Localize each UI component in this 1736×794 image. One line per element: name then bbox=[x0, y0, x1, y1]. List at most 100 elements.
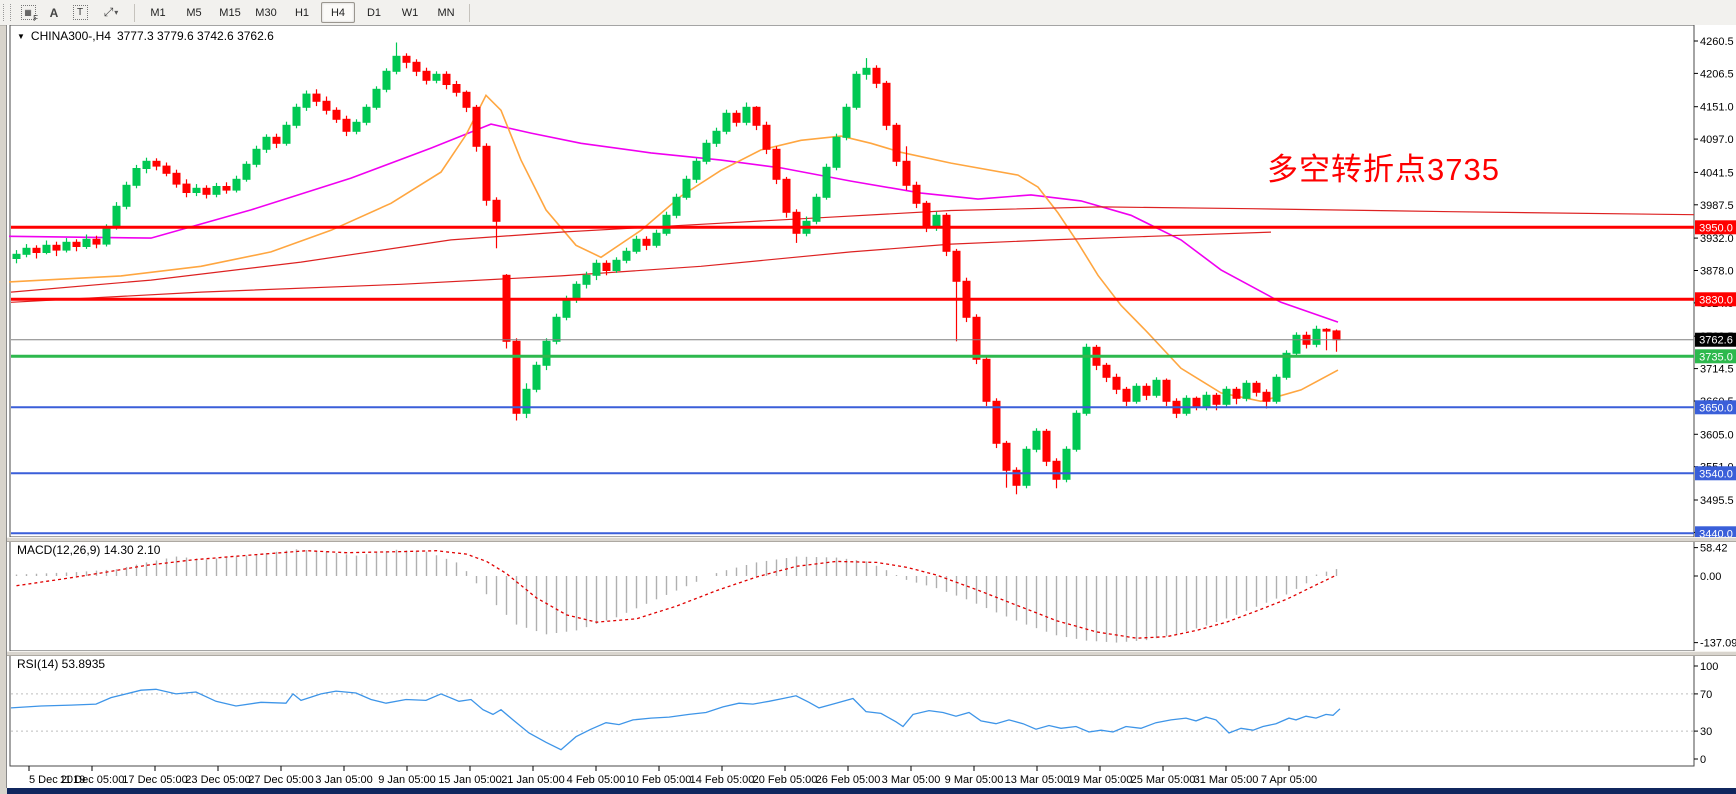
date-label[interactable]: 3 Jan 05:00 bbox=[315, 774, 373, 786]
date-label[interactable]: 26 Feb 05:00 bbox=[816, 774, 881, 786]
candle-body bbox=[792, 211, 801, 234]
date-label[interactable]: 20 Feb 05:00 bbox=[753, 774, 818, 786]
date-label[interactable]: 11 Dec 05:00 bbox=[60, 774, 125, 786]
candle-body bbox=[602, 262, 611, 271]
candle-body bbox=[942, 214, 951, 252]
price-tick-label: 4151.0 bbox=[1700, 102, 1734, 114]
pane-splitter-macd[interactable] bbox=[7, 537, 1736, 542]
candle-body bbox=[92, 238, 101, 245]
text-a-icon[interactable]: A bbox=[43, 3, 65, 23]
date-label[interactable]: 25 Mar 05:00 bbox=[1131, 774, 1196, 786]
candle-body bbox=[522, 388, 531, 414]
candle-body bbox=[722, 112, 731, 132]
date-label[interactable]: 3 Mar 05:00 bbox=[882, 774, 941, 786]
candle-body bbox=[132, 167, 141, 186]
chart-window[interactable]: 4260.5 4206.5 4151.0 4097.0 4041.5 3987.5 3932… bbox=[6, 25, 1736, 794]
candle-body bbox=[692, 160, 701, 180]
date-label[interactable]: 15 Jan 05:00 bbox=[438, 774, 502, 786]
main-pane-border bbox=[9, 25, 1695, 538]
candle-body bbox=[322, 100, 331, 111]
candle-body bbox=[892, 124, 901, 162]
date-label[interactable]: 19 Mar 05:00 bbox=[1068, 774, 1133, 786]
price-badge-label: 3650.0 bbox=[1699, 402, 1733, 414]
candle-body bbox=[402, 55, 411, 63]
timeframe-button-m15[interactable]: M15 bbox=[219, 6, 241, 19]
candle-body bbox=[1192, 397, 1201, 407]
candle-body bbox=[52, 244, 61, 251]
candle-body bbox=[12, 253, 21, 259]
candle-body bbox=[832, 136, 841, 168]
candle-body bbox=[192, 187, 201, 193]
timeframe-button-h1[interactable]: H1 bbox=[294, 6, 310, 19]
candle-body bbox=[1112, 376, 1121, 390]
candle-body bbox=[872, 67, 881, 84]
timeframe-button-m5[interactable]: M5 bbox=[186, 6, 202, 19]
price-tick-label: 3878.0 bbox=[1700, 265, 1734, 277]
rsi-line bbox=[10, 688, 1341, 751]
grid-f-icon[interactable]: ▦ F bbox=[17, 3, 39, 23]
candle-body bbox=[612, 259, 621, 271]
candle-body bbox=[622, 250, 631, 261]
candle-body bbox=[212, 185, 221, 195]
candle-body bbox=[1012, 469, 1021, 486]
text-label-icon[interactable]: T bbox=[69, 3, 91, 23]
pane-splitter-rsi[interactable] bbox=[7, 651, 1736, 656]
text-a-glyph: A bbox=[49, 5, 59, 20]
timeframe-button-m30[interactable]: M30 bbox=[255, 6, 277, 19]
grid-f-icon-box: ▦ bbox=[20, 5, 36, 20]
cycle-arrows-icon[interactable]: ⤢ ▾ bbox=[95, 3, 127, 23]
price-tick-label: 3932.0 bbox=[1700, 233, 1734, 245]
date-label[interactable]: 14 Feb 05:00 bbox=[690, 774, 755, 786]
timeframe-button-h4[interactable]: H4 bbox=[321, 2, 355, 23]
timeframe-button-w1[interactable]: W1 bbox=[401, 6, 419, 19]
symbol-dropdown-icon[interactable]: ▼ bbox=[17, 31, 25, 41]
date-label[interactable]: 7 Apr 05:00 bbox=[1261, 774, 1317, 786]
text-label-glyph: T bbox=[72, 5, 88, 20]
price-tick-label: 3714.5 bbox=[1700, 364, 1734, 376]
candle-body bbox=[882, 82, 891, 126]
candle-body bbox=[112, 205, 121, 228]
chart-title[interactable]: ▼ CHINA300-,H4 3777.3 3779.6 3742.6 3762… bbox=[17, 29, 274, 43]
candle-body bbox=[512, 340, 521, 414]
candle-body bbox=[262, 136, 271, 150]
date-label[interactable]: 21 Jan 05:00 bbox=[501, 774, 565, 786]
moving-average-lines bbox=[8, 93, 1695, 403]
price-axis: 4260.5 4206.5 4151.0 4097.0 4041.5 3987.5 3932… bbox=[1694, 36, 1736, 541]
candle-body bbox=[152, 160, 161, 167]
toolbar-separator-2 bbox=[469, 3, 470, 22]
date-label[interactable]: 4 Feb 05:00 bbox=[567, 774, 626, 786]
macd-axis: 58.42 0.00 -137.09 bbox=[1694, 543, 1736, 650]
date-label[interactable]: 27 Dec 05:00 bbox=[248, 774, 313, 786]
toolbar-separator bbox=[134, 3, 135, 22]
date-label[interactable]: 31 Mar 05:00 bbox=[1194, 774, 1259, 786]
top-toolbar: ▦ F A T ⤢ ▾ M1 M5 M15 M30 H1 H4 D1 W1 MN bbox=[0, 0, 1736, 26]
candle-body bbox=[1152, 379, 1161, 396]
timeframe-button-m1[interactable]: M1 bbox=[150, 6, 166, 19]
candle-body bbox=[202, 187, 211, 195]
toolbar-grip[interactable] bbox=[3, 4, 11, 21]
candle-body bbox=[482, 145, 491, 201]
date-label[interactable]: 17 Dec 05:00 bbox=[122, 774, 187, 786]
macd-label: MACD(12,26,9) 14.30 2.10 bbox=[17, 543, 161, 557]
candle-body bbox=[1122, 388, 1131, 402]
timeframe-button-d1[interactable]: D1 bbox=[366, 6, 382, 19]
date-label[interactable]: 9 Mar 05:00 bbox=[945, 774, 1004, 786]
date-label[interactable]: 10 Feb 05:00 bbox=[627, 774, 692, 786]
candle-body bbox=[932, 214, 941, 228]
candle-body bbox=[1312, 328, 1321, 345]
symbol-timeframe-label: CHINA300-,H4 bbox=[30, 29, 111, 43]
candle-body bbox=[742, 106, 751, 123]
date-label[interactable]: 13 Mar 05:00 bbox=[1005, 774, 1070, 786]
macd-signal-line bbox=[16, 550, 1337, 639]
candle-body bbox=[1242, 382, 1251, 399]
candle-body bbox=[272, 136, 281, 144]
candle-body bbox=[762, 124, 771, 150]
ohlc-values: 3777.3 3779.6 3742.6 3762.6 bbox=[116, 29, 274, 43]
date-label[interactable]: 9 Jan 05:00 bbox=[378, 774, 436, 786]
date-label[interactable]: 5 Dec 2019 bbox=[29, 774, 85, 786]
candle-body bbox=[1182, 397, 1191, 414]
timeframe-button-mn[interactable]: MN bbox=[437, 6, 455, 19]
price-badge-label: 3540.0 bbox=[1699, 468, 1733, 480]
date-label[interactable]: 23 Dec 05:00 bbox=[185, 774, 250, 786]
